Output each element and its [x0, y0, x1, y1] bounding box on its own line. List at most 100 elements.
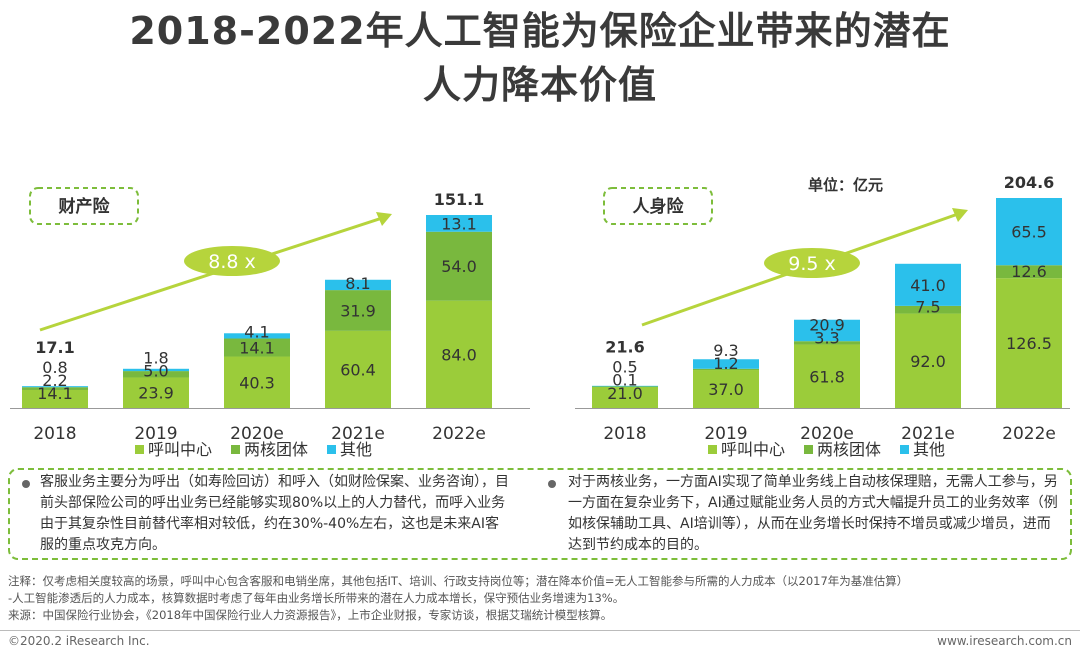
panel-tag-box: [29, 187, 139, 225]
legend-label: 其他: [913, 440, 945, 459]
total-label: 21.6: [605, 337, 644, 356]
growth-label: 9.5 x: [788, 253, 836, 275]
growth-label: 8.8 x: [208, 251, 256, 273]
x-tick-label: 2022e: [432, 424, 486, 444]
panel-title: 人身险: [633, 196, 685, 217]
bullet-dot-right: [548, 480, 556, 488]
x-tick-label: 2021e: [331, 424, 385, 444]
bar-segment-other: [426, 215, 492, 232]
data-label: 65.5: [1011, 223, 1047, 242]
note-left: 客服业务主要分为呼出（如寿险回访）和呼入（如财险保案、业务咨询），目前头部保险公…: [40, 474, 509, 553]
data-label: 60.4: [340, 360, 376, 379]
data-label: 14.1: [37, 384, 73, 403]
bar-segment-other: [22, 386, 88, 388]
data-label: 0.1: [612, 370, 637, 389]
legend-label: 其他: [340, 440, 372, 459]
data-label: 13.1: [441, 214, 477, 233]
bar-segment-other: [996, 198, 1062, 266]
legend-swatch: [708, 445, 717, 454]
data-label: 1.2: [713, 354, 738, 373]
bar-segment-call-center: [794, 344, 860, 408]
bar-segment-call-center: [592, 386, 658, 408]
bar-segment-core: [325, 290, 391, 331]
legend-swatch: [231, 445, 240, 454]
bar-segment-core: [224, 338, 290, 357]
data-label: 3.3: [814, 329, 839, 348]
bar-segment-core: [895, 305, 961, 314]
x-tick-label: 2018: [33, 424, 76, 444]
data-label: 2.2: [42, 371, 67, 390]
bar-segment-other: [224, 333, 290, 339]
bar-segment-core: [592, 386, 658, 387]
data-label: 20.9: [809, 316, 845, 335]
notes-box: [8, 468, 1072, 560]
data-label: 126.5: [1006, 334, 1052, 353]
legend-swatch: [135, 445, 144, 454]
footer-divider: [0, 630, 1080, 631]
bar-segment-other: [592, 385, 658, 387]
legend-label: 两核团体: [817, 440, 881, 459]
footnote-source: 来源：中国保险行业协会，《2018年中国保险行业人力资源报告》，上市企业财报，专…: [8, 608, 613, 622]
legend-swatch: [900, 445, 909, 454]
growth-oval: [184, 246, 280, 276]
data-label: 4.1: [244, 323, 269, 342]
total-label: 204.6: [1004, 173, 1055, 192]
footer-copyright: ©2020.2 iResearch Inc.: [8, 634, 150, 648]
data-label: 54.0: [441, 257, 477, 276]
legend-label: 两核团体: [244, 440, 308, 459]
legend-label: 呼叫中心: [148, 440, 212, 459]
bar-segment-other: [123, 368, 189, 372]
panel-title: 财产险: [58, 196, 111, 217]
data-label: 61.8: [809, 367, 845, 386]
data-label: 14.1: [239, 339, 275, 358]
data-label: 8.1: [345, 274, 370, 293]
page-title-line2: 人力降本价值: [422, 63, 657, 107]
panel-tag-box: [603, 187, 713, 225]
data-label: 23.9: [138, 384, 174, 403]
footer-website: www.iresearch.com.cn: [937, 634, 1072, 648]
unit-label: 单位：亿元: [808, 176, 883, 194]
data-label: 84.0: [441, 345, 477, 364]
data-label: 0.8: [42, 358, 67, 377]
data-label: 7.5: [915, 298, 940, 317]
x-tick-label: 2019: [134, 424, 177, 444]
bar-segment-call-center: [693, 370, 759, 408]
data-label: 9.3: [713, 341, 738, 360]
footnote-line2: -人工智能渗透后的人力成本，核算数据时考虑了每年由业务增长所带来的潜在人力成本增…: [8, 591, 625, 605]
bar-segment-core: [426, 231, 492, 301]
data-label: 0.5: [612, 357, 637, 376]
legend-swatch: [327, 445, 336, 454]
data-label: 41.0: [910, 276, 946, 295]
total-label: 17.1: [35, 338, 74, 357]
data-label: 12.6: [1011, 262, 1047, 281]
x-tick-label: 2022e: [1002, 424, 1056, 444]
bar-segment-call-center: [22, 389, 88, 408]
data-label: 37.0: [708, 380, 744, 399]
bar-segment-call-center: [895, 313, 961, 408]
bar-segment-other: [693, 359, 759, 369]
bar-segment-other: [895, 263, 961, 306]
x-tick-label: 2020e: [230, 424, 284, 444]
bar-segment-core: [693, 368, 759, 371]
data-label: 40.3: [239, 373, 275, 392]
note-right: 对于两核业务，一方面AI实现了简单业务线上自动核保理赔，无需人工参与，另一方面在…: [568, 474, 1058, 553]
data-label: 5.0: [143, 361, 168, 380]
x-tick-label: 2020e: [800, 424, 854, 444]
growth-oval: [764, 248, 860, 278]
bar-segment-core: [996, 265, 1062, 279]
data-label: 1.8: [143, 348, 168, 367]
total-label: 151.1: [434, 190, 485, 209]
bar-segment-call-center: [224, 356, 290, 408]
footnote-line1: 注释：仅考虑相关度较高的场景，呼叫中心包含客服和电销坐席，其他包括IT、培训、行…: [8, 574, 909, 588]
legend-label: 呼叫中心: [721, 440, 785, 459]
growth-arrow-head: [376, 212, 392, 226]
bar-segment-core: [123, 371, 189, 378]
x-tick-label: 2019: [704, 424, 747, 444]
x-tick-label: 2021e: [901, 424, 955, 444]
legend-swatch: [804, 445, 813, 454]
bar-segment-call-center: [426, 300, 492, 408]
data-label: 21.0: [607, 384, 643, 403]
page-title-line1: 2018-2022年人工智能为保险企业带来的潜在: [129, 9, 951, 53]
bar-segment-core: [794, 341, 860, 345]
